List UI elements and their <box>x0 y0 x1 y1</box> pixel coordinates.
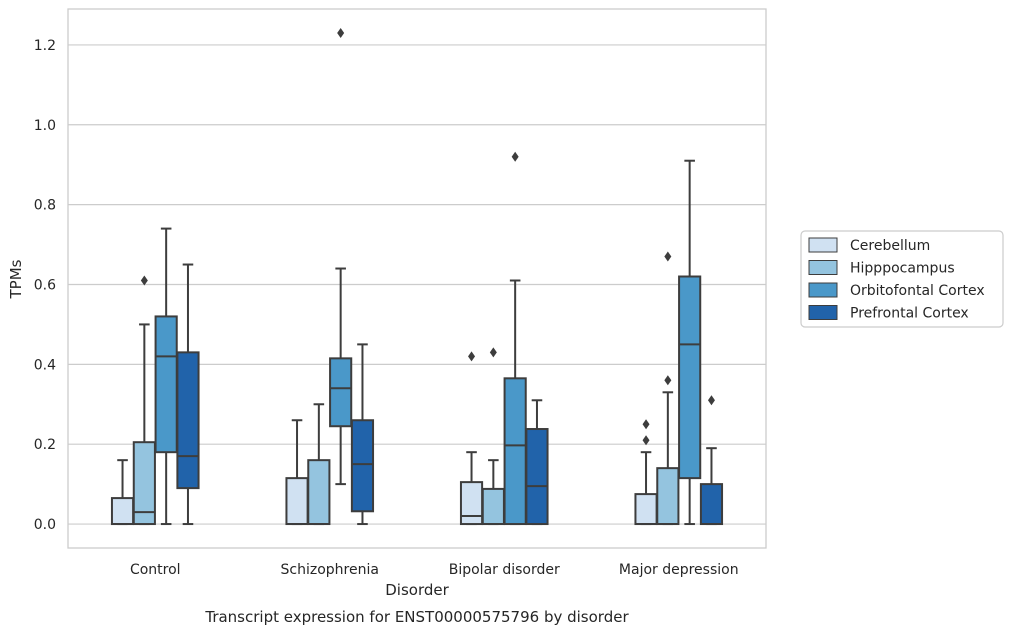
box-group <box>176 263 200 526</box>
legend-frame <box>800 230 1004 328</box>
box-group <box>459 351 484 526</box>
y-tick-label: 0.0 <box>34 517 56 533</box>
box <box>481 487 505 526</box>
y-tick-label: 1.2 <box>34 38 56 54</box>
outlier-point <box>468 351 476 362</box>
outlier-point <box>337 27 345 38</box>
box <box>678 275 702 480</box>
box-group <box>110 459 135 526</box>
box-group <box>634 419 658 526</box>
box <box>656 467 680 526</box>
box-group <box>350 343 375 526</box>
box-group <box>525 399 549 526</box>
box-group <box>307 403 331 526</box>
box <box>307 459 331 526</box>
box-group <box>154 227 178 526</box>
legend-swatch <box>808 282 838 298</box>
legend-label: Orbitofontal Cortex <box>850 283 985 299</box>
legend-swatch <box>808 237 838 253</box>
box <box>699 483 724 526</box>
x-axis: Control Schizophrenia Bipolar disorder Majo… <box>130 562 739 578</box>
x-tick-label: Schizophrenia <box>281 562 379 578</box>
outlier-point <box>642 435 650 446</box>
legend-swatch <box>808 260 838 275</box>
box-group <box>656 251 680 526</box>
box-group <box>699 395 724 526</box>
legend-label: Hipppocampus <box>850 261 955 277</box>
box-group <box>503 151 527 526</box>
box <box>132 441 156 526</box>
y-tick-label: 0.8 <box>34 198 56 214</box>
box <box>329 357 353 428</box>
box-group <box>285 419 309 526</box>
legend-label: Cerebellum <box>850 238 930 254</box>
box <box>176 351 200 490</box>
box-group <box>132 275 156 526</box>
legend: Cerebellum Hipppocampus Orbitofontal Corte… <box>800 230 1004 328</box>
box-group <box>678 159 702 526</box>
y-axis-label: TPMs <box>7 259 25 299</box>
outlier-point <box>664 375 672 386</box>
x-tick-label: Control <box>130 562 181 578</box>
x-tick-label: Bipolar disorder <box>449 562 560 578</box>
box <box>110 497 135 526</box>
legend-swatch <box>808 305 838 320</box>
box <box>503 377 527 526</box>
y-axis: 0.0 0.2 0.4 0.6 0.8 1.0 1.2 <box>34 38 56 533</box>
x-tick-label: Major depression <box>619 562 739 578</box>
box-group <box>481 347 505 526</box>
box <box>459 481 484 526</box>
outlier-point <box>511 151 519 162</box>
box <box>350 419 375 513</box>
outlier-point <box>664 251 672 262</box>
y-tick-label: 0.2 <box>34 437 56 453</box>
chart-caption: Transcript expression for ENST0000057579… <box>204 608 629 626</box>
outlier-point <box>489 347 497 358</box>
outlier-point <box>642 419 650 430</box>
plot-boxes <box>110 27 724 526</box>
box-group <box>329 27 353 486</box>
x-axis-label: Disorder <box>385 581 449 599</box>
plot-frame <box>67 8 767 549</box>
legend-label: Prefrontal Cortex <box>850 306 969 322</box>
y-tick-label: 0.4 <box>34 357 56 373</box>
box <box>154 315 178 454</box>
box <box>634 493 658 526</box>
outlier-point <box>707 395 715 406</box>
outlier-point <box>140 275 148 286</box>
box <box>525 428 549 526</box>
box <box>285 477 309 526</box>
y-tick-label: 0.6 <box>34 277 56 293</box>
y-tick-label: 1.0 <box>34 118 56 134</box>
